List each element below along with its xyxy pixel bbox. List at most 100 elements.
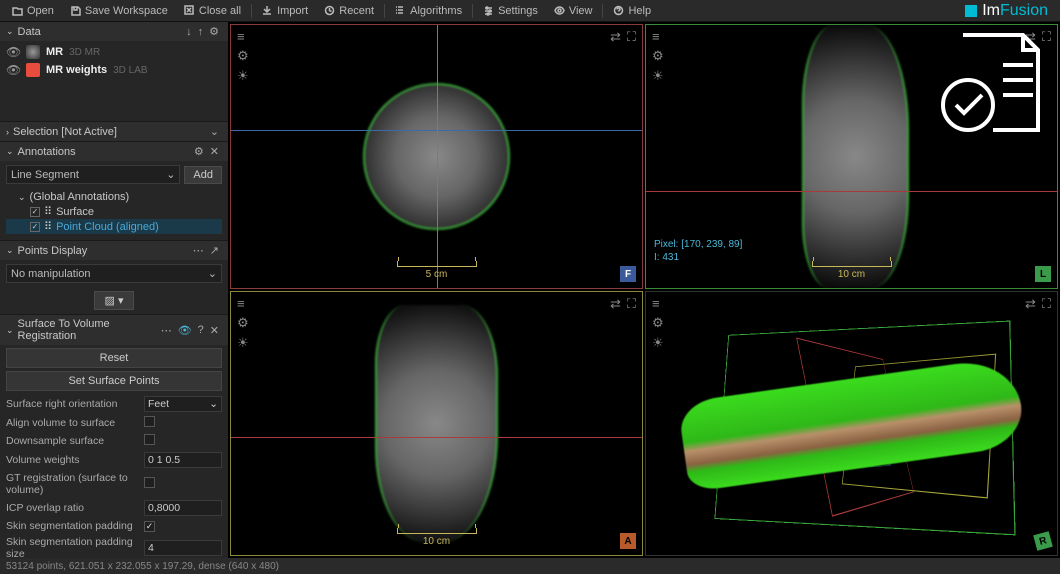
settings-button[interactable]: Settings <box>475 3 546 19</box>
eye-icon[interactable]: 👁 <box>6 45 20 59</box>
gear-icon[interactable]: ⚙ <box>652 315 664 331</box>
data-item-mr[interactable]: 👁 MR 3D MR <box>0 43 228 61</box>
separator <box>251 4 252 18</box>
upload-icon[interactable]: ↑ <box>195 26 207 38</box>
reset-button[interactable]: Reset <box>6 348 222 368</box>
more-icon[interactable]: ⋯ <box>190 244 207 257</box>
registration-header[interactable]: ⌄ Surface To Volume Registration ⋯ 👁 ? ✕ <box>0 315 228 345</box>
algorithms-icon <box>395 5 406 16</box>
open-button[interactable]: Open <box>4 3 62 19</box>
close-all-button[interactable]: Close all <box>176 3 249 19</box>
checkbox[interactable] <box>144 477 155 488</box>
tree-root[interactable]: ⌄(Global Annotations) <box>6 190 222 204</box>
chevron-down-icon: ⌄ <box>208 267 217 280</box>
help-button[interactable]: Help <box>605 3 659 19</box>
annotations-panel-header[interactable]: ⌄ Annotations ⚙ ✕ <box>0 142 228 161</box>
close-icon[interactable]: ✕ <box>207 324 222 337</box>
add-annotation-button[interactable]: Add <box>184 166 222 184</box>
gear-icon[interactable]: ⚙ <box>237 48 249 64</box>
maximize-icon[interactable]: ⛶ <box>1042 296 1051 312</box>
form-row-4: GT registration (surface to volume) <box>0 470 228 498</box>
data-item-mr-weights[interactable]: 👁 MR weights 3D LAB <box>0 61 228 79</box>
gear-icon[interactable]: ⚙ <box>206 25 222 38</box>
form-row-2: Downsample surface <box>0 432 228 450</box>
eye-icon <box>554 5 565 16</box>
checkbox[interactable] <box>144 434 155 445</box>
swap-icon[interactable]: ⇄ <box>1025 296 1036 312</box>
more-icon[interactable]: ⋯ <box>158 324 175 337</box>
save-workspace-button[interactable]: Save Workspace <box>62 3 176 19</box>
sliders-icon <box>483 5 494 16</box>
pixel-info: Pixel: [170, 239, 89]I: 431 <box>654 238 742 264</box>
checkbox[interactable]: ✓ <box>30 222 40 232</box>
swap-icon[interactable]: ⇄ <box>610 296 621 312</box>
sidebar: ⌄ Data ↓ ↑ ⚙ 👁 MR 3D MR 👁 MR weights <box>0 22 228 558</box>
menu-icon[interactable]: ≡ <box>237 296 249 311</box>
form-label: Volume weights <box>6 454 144 466</box>
tree-item-pointcloud[interactable]: ✓⠿Point Cloud (aligned) <box>6 219 222 234</box>
import-button[interactable]: Import <box>254 3 316 19</box>
text-input[interactable] <box>144 500 222 516</box>
logo-icon <box>965 5 977 17</box>
view-button[interactable]: View <box>546 3 601 19</box>
orientation-badge-a: A <box>620 533 636 549</box>
chevron-down-icon: ⌄ <box>6 146 14 157</box>
maximize-icon[interactable]: ⛶ <box>627 29 636 45</box>
text-input[interactable] <box>144 540 222 556</box>
manipulation-select[interactable]: No manipulation⌄ <box>6 264 222 283</box>
viewport-grid: ≡⚙☀ ⇄⛶ 5 cm F ≡⚙☀ ⇄⛶ Pixel: [170, 239, 8… <box>228 22 1060 558</box>
algorithms-button[interactable]: Algorithms <box>387 3 470 19</box>
eye-icon[interactable]: 👁 <box>175 324 195 337</box>
brightness-icon[interactable]: ☀ <box>237 335 249 351</box>
recent-button[interactable]: Recent <box>316 3 382 19</box>
form-row-3: Volume weights <box>0 450 228 470</box>
eye-icon[interactable]: 👁 <box>6 63 20 77</box>
points-display-header[interactable]: ⌄ Points Display ⋯ ↗ <box>0 241 228 260</box>
brightness-icon[interactable]: ☀ <box>237 68 249 84</box>
form-row-6: Skin segmentation padding✓ <box>0 518 228 534</box>
help-icon <box>613 5 624 16</box>
select-input[interactable]: Feet⌄ <box>144 396 222 412</box>
color-button[interactable]: ▨ ▾ <box>94 291 135 310</box>
menu-icon[interactable]: ≡ <box>237 29 249 44</box>
registration-panel: ⌄ Surface To Volume Registration ⋯ 👁 ? ✕… <box>0 315 228 558</box>
form-label: Surface right orientation <box>6 398 144 410</box>
brightness-icon[interactable]: ☀ <box>652 335 664 351</box>
scale-bar: 5 cm <box>397 261 477 280</box>
popout-icon[interactable]: ↗ <box>207 244 222 257</box>
viewport-3d[interactable]: ≡⚙☀ ⇄⛶ R <box>645 291 1058 556</box>
data-panel-header[interactable]: ⌄ Data ↓ ↑ ⚙ <box>0 22 228 41</box>
form-row-5: ICP overlap ratio <box>0 498 228 518</box>
close-icon[interactable]: ✕ <box>207 145 222 158</box>
brightness-icon[interactable]: ☀ <box>652 68 664 84</box>
data-thumb <box>26 63 40 77</box>
status-text: 53124 points, 621.051 x 232.055 x 197.29… <box>6 561 279 572</box>
maximize-icon[interactable]: ⛶ <box>627 296 636 312</box>
form-label: Align volume to surface <box>6 417 144 429</box>
folder-icon <box>12 5 23 16</box>
checkbox[interactable] <box>144 416 155 427</box>
gear-icon[interactable]: ⚙ <box>191 145 207 158</box>
points-display-panel: ⌄ Points Display ⋯ ↗ No manipulation⌄ ▨ … <box>0 241 228 315</box>
set-surface-points-button[interactable]: Set Surface Points <box>6 371 222 391</box>
checkbox[interactable]: ✓ <box>144 521 155 532</box>
chevron-right-icon: › <box>6 127 9 137</box>
viewport-coronal[interactable]: ≡⚙☀ ⇄⛶ 10 cm A <box>230 291 643 556</box>
viewport-axial[interactable]: ≡⚙☀ ⇄⛶ 5 cm F <box>230 24 643 289</box>
annotation-type-select[interactable]: Line Segment⌄ <box>6 165 180 184</box>
tree-item-surface[interactable]: ✓⠿Surface <box>6 204 222 219</box>
help-icon[interactable]: ? <box>195 324 207 336</box>
checkbox[interactable]: ✓ <box>30 207 40 217</box>
form-label: Skin segmentation padding <box>6 520 144 532</box>
selection-panel-header[interactable]: › Selection [Not Active] ⌄ <box>0 122 228 141</box>
menu-icon[interactable]: ≡ <box>652 296 664 311</box>
expand-icon[interactable]: ⌄ <box>207 125 222 138</box>
form-label: ICP overlap ratio <box>6 502 144 514</box>
gear-icon[interactable]: ⚙ <box>237 315 249 331</box>
chevron-down-icon: ⌄ <box>6 26 14 37</box>
download-icon[interactable]: ↓ <box>183 26 195 38</box>
swap-icon[interactable]: ⇄ <box>610 29 621 45</box>
menu-icon[interactable]: ≡ <box>652 29 664 44</box>
gear-icon[interactable]: ⚙ <box>652 48 664 64</box>
text-input[interactable] <box>144 452 222 468</box>
